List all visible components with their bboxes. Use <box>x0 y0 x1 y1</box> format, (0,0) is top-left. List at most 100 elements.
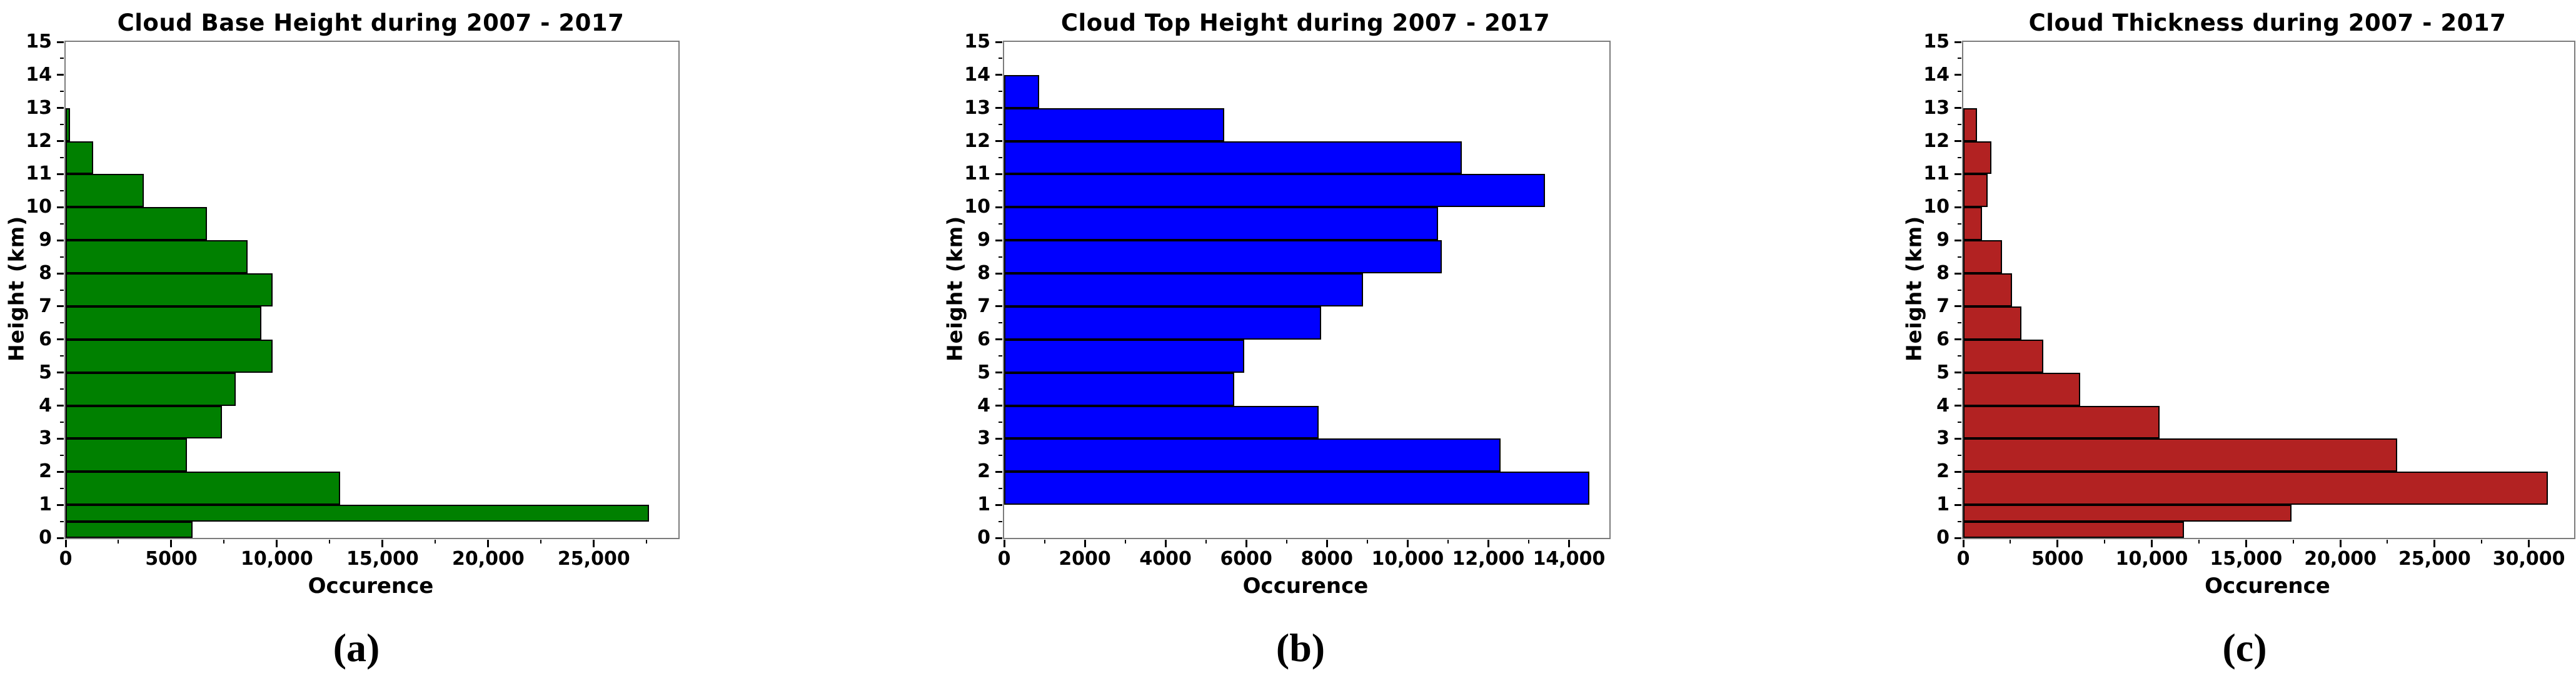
y-minor-tick-mark <box>1958 289 1961 291</box>
y-tick-mark <box>1955 338 1961 341</box>
x-tick-mark <box>1164 540 1167 547</box>
y-tick-mark <box>1955 140 1961 143</box>
y-tick-label: 10 <box>1923 196 1950 218</box>
y-tick-label: 2 <box>1936 460 1950 483</box>
x-tick-label: 14,000 <box>1532 548 1606 570</box>
y-tick-label: 11 <box>26 163 52 185</box>
y-tick-mark <box>995 272 1002 275</box>
y-minor-tick-mark <box>60 289 64 291</box>
x-minor-tick-mark <box>2387 540 2388 544</box>
y-tick-label: 7 <box>977 295 990 317</box>
bar-c-7to8km <box>1963 273 2013 306</box>
x-minor-tick-mark <box>1447 540 1449 544</box>
bar-b-4to5km <box>1004 372 1234 406</box>
y-tick-label: 13 <box>26 96 52 119</box>
y-tick-mark <box>57 405 64 407</box>
y-minor-tick-mark <box>999 124 1002 126</box>
bar-c-8to9km <box>1963 240 2002 274</box>
x-tick-mark <box>1245 540 1247 547</box>
x-minor-tick-mark <box>1044 540 1045 544</box>
bar-a-2to3km <box>66 438 188 472</box>
y-minor-tick-mark <box>999 157 1002 159</box>
y-tick-label: 7 <box>1936 295 1950 317</box>
y-minor-tick-mark <box>1958 388 1961 390</box>
x-minor-tick-mark <box>1124 540 1126 544</box>
bar-b-10to11km <box>1004 174 1545 208</box>
x-minor-tick-mark <box>2104 540 2106 544</box>
y-tick-label: 15 <box>964 31 990 53</box>
x-tick-mark <box>1084 540 1086 547</box>
x-tick-label: 2000 <box>1059 548 1111 570</box>
y-tick-mark <box>57 272 64 275</box>
y-tick-label: 7 <box>39 295 52 317</box>
bar-a-8to9km <box>66 240 248 274</box>
y-minor-tick-mark <box>60 355 64 357</box>
bar-a-4to5km <box>66 372 236 406</box>
x-tick-mark <box>1962 540 1965 547</box>
x-tick-label: 10,000 <box>241 548 313 570</box>
bar-c-0to0.5km <box>1963 521 2184 538</box>
bar-a-5to6km <box>66 339 273 373</box>
y-tick-mark <box>995 173 1002 175</box>
y-tick-label: 4 <box>1936 394 1950 417</box>
x-tick-mark <box>170 540 173 547</box>
y-tick-mark <box>57 338 64 341</box>
bar-b-7to8km <box>1004 273 1364 306</box>
y-tick-mark <box>1955 503 1961 506</box>
x-tick-label: 5000 <box>2031 548 2084 570</box>
x-minor-tick-mark <box>118 540 119 544</box>
y-tick-mark <box>1955 372 1961 374</box>
x-minor-tick-mark <box>2010 540 2011 544</box>
y-tick-mark <box>995 41 1002 43</box>
x-tick-mark <box>1326 540 1328 547</box>
x-tick-label: 25,000 <box>2398 548 2471 570</box>
y-tick-mark <box>1955 537 1961 539</box>
y-tick-mark <box>1955 437 1961 440</box>
y-tick-label: 0 <box>1936 527 1950 549</box>
x-tick-mark <box>1406 540 1409 547</box>
y-minor-tick-mark <box>1958 124 1961 126</box>
x-tick-mark <box>381 540 384 547</box>
y-minor-tick-mark <box>60 256 64 258</box>
y-minor-tick-mark <box>999 256 1002 258</box>
y-tick-mark <box>1955 272 1961 275</box>
y-minor-tick-mark <box>60 487 64 489</box>
y-tick-label: 8 <box>977 262 990 285</box>
y-minor-tick-mark <box>999 58 1002 59</box>
x-tick-label: 10,000 <box>1371 548 1444 570</box>
y-tick-label: 14 <box>1923 63 1950 86</box>
y-tick-mark <box>1955 74 1961 76</box>
y-tick-label: 1 <box>977 493 990 516</box>
y-tick-label: 4 <box>39 394 52 417</box>
x-tick-mark <box>2433 540 2436 547</box>
x-tick-label: 15,000 <box>346 548 419 570</box>
bar-b-5to6km <box>1004 339 1244 373</box>
y-tick-label: 14 <box>964 63 990 86</box>
y-tick-mark <box>57 372 64 374</box>
y-tick-label: 1 <box>39 493 52 516</box>
y-minor-tick-mark <box>1958 454 1961 456</box>
y-tick-mark <box>995 470 1002 473</box>
y-minor-tick-mark <box>60 91 64 93</box>
y-minor-tick-mark <box>1958 58 1961 59</box>
chart-c-x-axis-label: Occurence <box>2205 574 2330 599</box>
y-minor-tick-mark <box>60 157 64 159</box>
bar-c-5to6km <box>1963 339 2044 373</box>
bar-a-6to7km <box>66 306 261 340</box>
y-minor-tick-mark <box>1958 355 1961 357</box>
y-tick-label: 9 <box>1936 229 1950 251</box>
bar-a-11to12km <box>66 141 93 174</box>
y-minor-tick-mark <box>999 322 1002 324</box>
x-tick-mark <box>64 540 67 547</box>
y-minor-tick-mark <box>60 190 64 191</box>
bar-b-9to10km <box>1004 207 1438 241</box>
y-tick-label: 12 <box>26 129 52 152</box>
x-tick-mark <box>1487 540 1489 547</box>
bar-c-3to4km <box>1963 405 2160 439</box>
y-tick-label: 8 <box>1936 262 1950 285</box>
y-minor-tick-mark <box>60 124 64 126</box>
y-tick-mark <box>57 74 64 76</box>
y-tick-label: 11 <box>1923 163 1950 185</box>
y-minor-tick-mark <box>60 388 64 390</box>
x-tick-label: 0 <box>1956 548 1970 570</box>
